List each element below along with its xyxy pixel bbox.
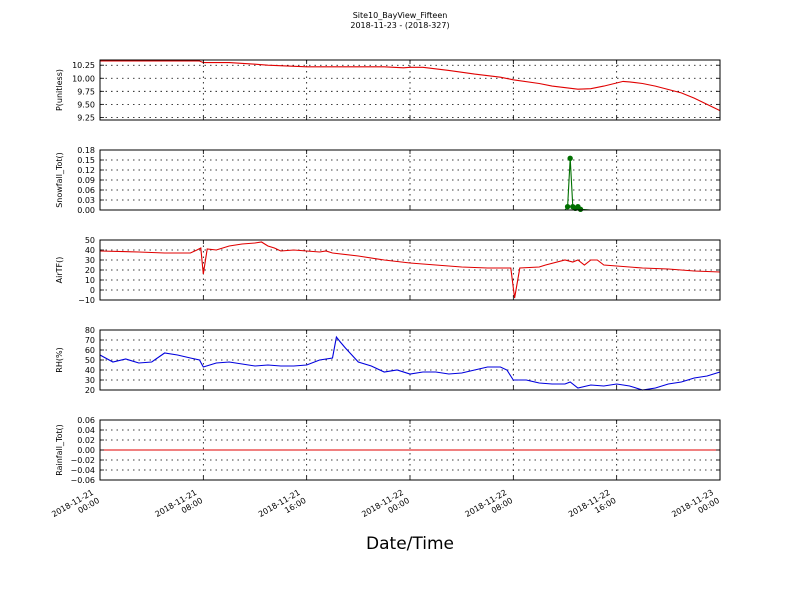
x-axis-label: Date/Time — [366, 534, 454, 554]
y-tick-label: 30 — [85, 376, 95, 385]
y-axis-label: AirTF() — [55, 257, 64, 284]
data-point — [567, 155, 573, 162]
y-tick-label: 0.09 — [77, 176, 95, 185]
data-point — [577, 206, 584, 213]
y-tick-label: 40 — [85, 366, 95, 375]
y-tick-label: −10 — [78, 296, 95, 305]
chart-title: Site10_BayView_Fifteen — [352, 11, 448, 20]
y-tick-label: 80 — [85, 326, 95, 335]
y-tick-label: 50 — [85, 236, 95, 245]
y-tick-label: 0.12 — [77, 166, 95, 175]
series-line — [99, 335, 721, 391]
y-tick-label: 20 — [85, 266, 95, 275]
y-axis-label: P(unitless) — [55, 69, 64, 111]
y-tick-label: 10.25 — [72, 61, 95, 70]
y-tick-label: −0.04 — [70, 466, 95, 475]
y-tick-label: 9.25 — [77, 113, 95, 122]
y-tick-label: 9.75 — [77, 87, 95, 96]
y-tick-label: −0.06 — [70, 476, 95, 485]
y-tick-label: 0.06 — [77, 416, 95, 425]
data-point — [564, 203, 571, 210]
y-tick-label: −0.02 — [70, 456, 95, 465]
y-axis-label: Rainfall_Tot() — [55, 424, 64, 476]
y-tick-label: 0.15 — [77, 156, 95, 165]
y-tick-label: 60 — [85, 346, 95, 355]
y-tick-label: 20 — [85, 386, 95, 395]
y-tick-label: 0.00 — [77, 206, 95, 215]
series-line — [100, 60, 721, 112]
y-tick-label: 0.03 — [77, 196, 95, 205]
y-tick-label: 70 — [85, 336, 95, 345]
y-tick-label: 10.00 — [72, 74, 95, 83]
y-tick-label: 0.04 — [77, 426, 95, 435]
y-axis-label: Snowfall_Tot() — [55, 152, 64, 208]
y-tick-label: 0.00 — [77, 446, 95, 455]
y-tick-label: 40 — [85, 246, 95, 255]
y-axis-label: RH(%) — [55, 347, 64, 372]
y-tick-label: 0 — [90, 286, 95, 295]
chart-subtitle: 2018-11-23 - (2018-327) — [350, 21, 450, 30]
y-tick-label: 0.06 — [77, 186, 95, 195]
y-tick-label: 0.02 — [77, 436, 95, 445]
y-tick-label: 0.18 — [77, 146, 95, 155]
y-tick-label: 9.50 — [77, 100, 95, 109]
y-tick-label: 10 — [85, 276, 95, 285]
y-tick-label: 30 — [85, 256, 95, 265]
y-tick-label: 50 — [85, 356, 95, 365]
series-line — [99, 241, 721, 299]
